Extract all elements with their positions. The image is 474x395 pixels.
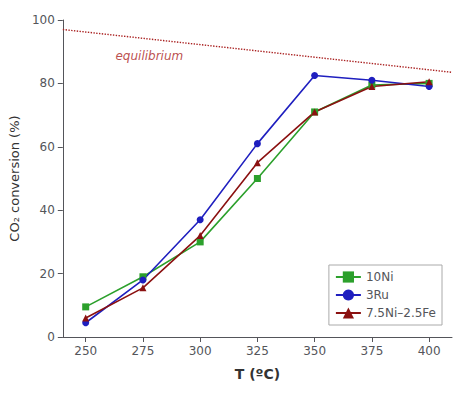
svg-text:10Ni: 10Ni: [366, 270, 394, 284]
svg-text:equilibrium: equilibrium: [115, 49, 183, 63]
svg-text:80: 80: [40, 76, 55, 90]
svg-text:20: 20: [40, 267, 55, 281]
svg-text:CO₂ conversion (%): CO₂ conversion (%): [7, 115, 22, 241]
svg-text:375: 375: [360, 344, 383, 358]
svg-text:T (ºC): T (ºC): [235, 366, 280, 382]
svg-text:400: 400: [418, 344, 441, 358]
svg-text:250: 250: [74, 344, 97, 358]
svg-text:3Ru: 3Ru: [366, 288, 389, 302]
svg-text:40: 40: [40, 203, 55, 217]
svg-text:300: 300: [189, 344, 212, 358]
svg-text:350: 350: [303, 344, 326, 358]
svg-text:60: 60: [40, 140, 55, 154]
svg-text:100: 100: [32, 13, 55, 27]
svg-text:0: 0: [47, 330, 55, 344]
svg-text:275: 275: [131, 344, 154, 358]
svg-text:7.5Ni–2.5Fe: 7.5Ni–2.5Fe: [366, 306, 436, 320]
svg-text:325: 325: [246, 344, 269, 358]
